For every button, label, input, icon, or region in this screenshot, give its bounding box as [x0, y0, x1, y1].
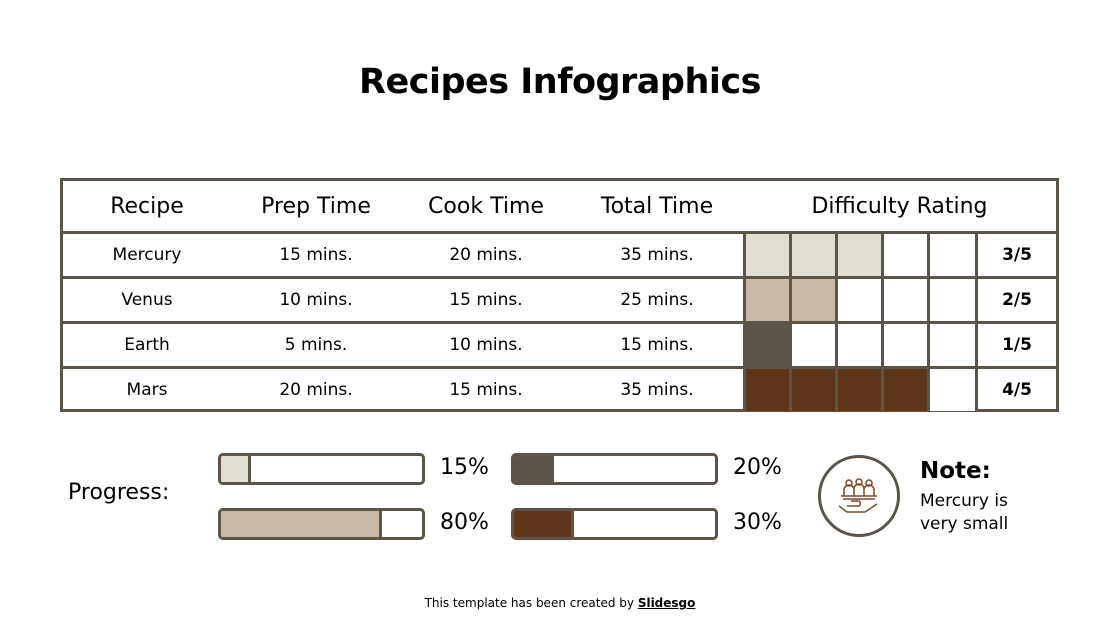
difficulty-square: [835, 369, 881, 411]
difficulty-square: [789, 279, 835, 321]
progress-bar: [511, 453, 718, 485]
cell-prep: 10 mins.: [279, 290, 353, 310]
recipes-table: Recipe Prep Time Cook Time Total Time Di…: [60, 178, 1059, 412]
cell-recipe: Mercury: [112, 245, 182, 265]
header-difficulty: Difficulty Rating: [811, 193, 988, 219]
progress-bar: [218, 453, 425, 485]
difficulty-square: [881, 234, 927, 276]
cell-cook: 20 mins.: [449, 245, 523, 265]
cell-recipe: Earth: [124, 335, 170, 355]
progress-fill: [221, 511, 382, 537]
difficulty-square: [927, 369, 975, 411]
table-row: Mars 20 mins. 15 mins. 35 mins. 4/5: [63, 366, 1056, 411]
table-row: Venus 10 mins. 15 mins. 25 mins. 2/5: [63, 276, 1056, 321]
progress-fill: [221, 456, 252, 482]
table-row: Mercury 15 mins. 20 mins. 35 mins. 3/5: [63, 231, 1056, 276]
difficulty-square: [789, 324, 835, 366]
difficulty-square: [927, 234, 975, 276]
footer: This template has been created by Slides…: [0, 596, 1120, 610]
cell-total: 35 mins.: [620, 380, 694, 400]
progress-fill: [514, 456, 555, 482]
progress-percent: 30%: [733, 510, 782, 535]
cell-total: 35 mins.: [620, 245, 694, 265]
header-total: Total Time: [600, 193, 714, 219]
cell-rating: 3/5: [975, 234, 1056, 276]
cell-total: 25 mins.: [620, 290, 694, 310]
cell-rating: 4/5: [975, 369, 1056, 411]
cell-rating: 1/5: [975, 324, 1056, 366]
difficulty-square: [927, 279, 975, 321]
cell-cook: 10 mins.: [449, 335, 523, 355]
difficulty-square: [789, 234, 835, 276]
cell-cook: 15 mins.: [449, 290, 523, 310]
difficulty-square: [835, 234, 881, 276]
progress-bar: [511, 508, 718, 540]
difficulty-square: [927, 324, 975, 366]
difficulty-square: [835, 324, 881, 366]
cell-total: 15 mins.: [620, 335, 694, 355]
difficulty-square: [881, 324, 927, 366]
progress-percent: 20%: [733, 455, 782, 480]
cell-prep: 15 mins.: [279, 245, 353, 265]
progress-label: Progress:: [68, 480, 170, 505]
difficulty-square: [881, 279, 927, 321]
header-prep: Prep Time: [261, 193, 371, 219]
progress-bar: [218, 508, 425, 540]
note-text-line2: very small: [920, 514, 1009, 534]
cell-recipe: Mars: [126, 380, 168, 400]
difficulty-square: [743, 324, 789, 366]
footer-text: This template has been created by: [424, 596, 638, 610]
slidesgo-link[interactable]: Slidesgo: [637, 596, 696, 610]
note-text-line1: Mercury is: [920, 491, 1008, 511]
note-title: Note:: [920, 458, 991, 484]
progress-percent: 80%: [440, 510, 489, 535]
difficulty-square: [881, 369, 927, 411]
progress-percent: 15%: [440, 455, 489, 480]
difficulty-square: [835, 279, 881, 321]
note-icon-circle: [818, 455, 900, 537]
table-row: Earth 5 mins. 10 mins. 15 mins. 1/5: [63, 321, 1056, 366]
cell-prep: 20 mins.: [279, 380, 353, 400]
difficulty-square: [743, 234, 789, 276]
header-recipe: Recipe: [110, 193, 184, 219]
page-title: Recipes Infographics: [359, 62, 761, 102]
header-cook: Cook Time: [428, 193, 544, 219]
difficulty-square: [743, 369, 789, 411]
cell-prep: 5 mins.: [284, 335, 348, 355]
progress-fill: [514, 511, 575, 537]
cell-recipe: Venus: [121, 290, 173, 310]
cell-rating: 2/5: [975, 279, 1056, 321]
serving-hand-people-icon: [838, 478, 878, 513]
table-header: Recipe Prep Time Cook Time Total Time Di…: [63, 181, 1056, 231]
difficulty-square: [743, 279, 789, 321]
difficulty-square: [789, 369, 835, 411]
cell-cook: 15 mins.: [449, 380, 523, 400]
